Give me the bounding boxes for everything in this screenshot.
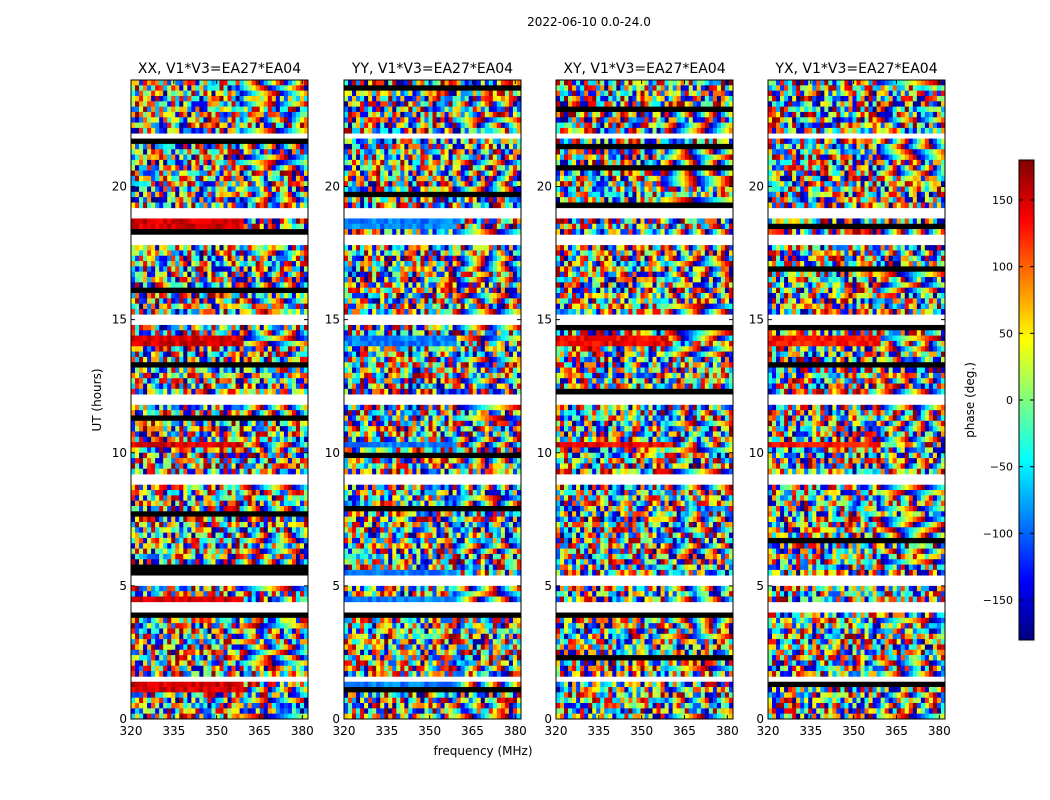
panel-frame bbox=[767, 79, 946, 720]
y-tick-label: 20 bbox=[112, 180, 127, 194]
x-tick-label: 335 bbox=[799, 724, 822, 738]
x-tick-label: 365 bbox=[461, 724, 484, 738]
x-tick-label: 350 bbox=[205, 724, 228, 738]
x-tick-label: 335 bbox=[587, 724, 610, 738]
colorbar-tick-label: −50 bbox=[990, 461, 1013, 474]
y-tick-label: 0 bbox=[119, 712, 127, 726]
y-tick-label: 5 bbox=[756, 579, 764, 593]
heatmap-cells bbox=[131, 80, 308, 719]
heatmap-cells bbox=[344, 80, 521, 719]
panel-frame bbox=[343, 79, 522, 720]
colorbar-tick-label: 100 bbox=[992, 261, 1013, 274]
y-tick-label: 10 bbox=[325, 446, 340, 460]
panel-title: XX, V1*V3=EA27*EA04 bbox=[138, 61, 301, 77]
y-tick-label: 20 bbox=[537, 180, 552, 194]
colorbar-tick-label: 50 bbox=[999, 327, 1013, 340]
x-tick-label: 320 bbox=[333, 724, 356, 738]
y-tick-label: 10 bbox=[749, 446, 764, 460]
x-tick-label: 335 bbox=[375, 724, 398, 738]
panel-xx: XX, V1*V3=EA27*EA04 320 335 350 365 380 0 5 10 15… bbox=[112, 61, 314, 738]
colorbar-tick-label: −100 bbox=[983, 527, 1013, 540]
panel-yy: YY, V1*V3=EA27*EA04 320 335 350 365 380 0 5 10 15… bbox=[325, 61, 527, 738]
x-tick-label: 350 bbox=[630, 724, 653, 738]
panel-frame bbox=[130, 79, 309, 720]
x-tick-label: 320 bbox=[757, 724, 780, 738]
x-tick-label: 335 bbox=[162, 724, 185, 738]
colorbar-tick-label: 150 bbox=[992, 194, 1013, 207]
x-tick-label: 380 bbox=[291, 724, 314, 738]
x-tick-label: 380 bbox=[716, 724, 739, 738]
y-axis-label: UT (hours) bbox=[90, 368, 104, 431]
y-tick-label: 0 bbox=[332, 712, 340, 726]
panel-title: YX, V1*V3=EA27*EA04 bbox=[774, 61, 937, 77]
heatmap-cells bbox=[768, 80, 945, 719]
y-tick-label: 0 bbox=[544, 712, 552, 726]
x-tick-label: 380 bbox=[928, 724, 951, 738]
x-tick-label: 365 bbox=[248, 724, 271, 738]
colorbar-tick-label: 0 bbox=[1006, 394, 1013, 407]
heatmap-cells bbox=[556, 80, 733, 719]
x-tick-label: 350 bbox=[842, 724, 865, 738]
colorbar-label: phase (deg.) bbox=[963, 362, 977, 438]
y-tick-label: 20 bbox=[325, 180, 340, 194]
y-tick-label: 15 bbox=[325, 313, 340, 327]
panel-title: XY, V1*V3=EA27*EA04 bbox=[563, 61, 725, 77]
panel-frame bbox=[555, 79, 734, 720]
y-tick-label: 5 bbox=[119, 579, 127, 593]
panel-xy: XY, V1*V3=EA27*EA04 320 335 350 365 380 0 5 10 15… bbox=[537, 61, 739, 738]
y-tick-label: 15 bbox=[537, 313, 552, 327]
y-tick-label: 10 bbox=[537, 446, 552, 460]
colorbar-tick-label: −150 bbox=[983, 594, 1013, 607]
y-tick-label: 10 bbox=[112, 446, 127, 460]
y-tick-label: 5 bbox=[332, 579, 340, 593]
colorbar: 150 100 50 0 −50 −100 −150 bbox=[983, 159, 1035, 641]
x-axis-label: frequency (MHz) bbox=[433, 744, 532, 758]
y-tick-label: 15 bbox=[749, 313, 764, 327]
x-tick-label: 365 bbox=[885, 724, 908, 738]
y-tick-label: 0 bbox=[756, 712, 764, 726]
x-tick-label: 380 bbox=[504, 724, 527, 738]
y-tick-label: 5 bbox=[544, 579, 552, 593]
figure-suptitle: 2022-06-10 0.0-24.0 bbox=[527, 15, 651, 29]
x-tick-label: 320 bbox=[545, 724, 568, 738]
panel-title: YY, V1*V3=EA27*EA04 bbox=[351, 61, 513, 77]
x-tick-label: 320 bbox=[120, 724, 143, 738]
x-tick-label: 365 bbox=[673, 724, 696, 738]
x-tick-label: 350 bbox=[418, 724, 441, 738]
y-tick-label: 20 bbox=[749, 180, 764, 194]
y-tick-label: 15 bbox=[112, 313, 127, 327]
panel-yx: YX, V1*V3=EA27*EA04 320 335 350 365 380 0 5 10 15… bbox=[749, 61, 951, 738]
